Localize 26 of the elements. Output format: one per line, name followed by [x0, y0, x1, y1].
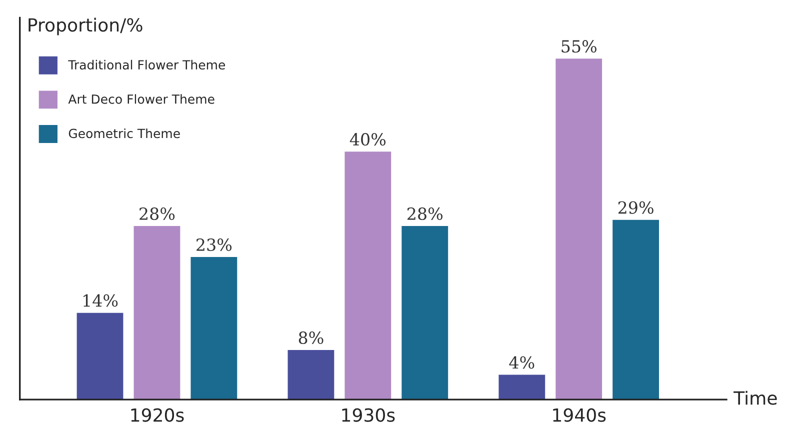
- x-tick-label: 1940s: [553, 408, 606, 422]
- data-label: 23%: [196, 238, 232, 252]
- bar: [134, 226, 180, 400]
- bar: [402, 226, 448, 400]
- bar: [190, 257, 238, 400]
- legend-label: Traditional Flower Theme: [68, 60, 225, 70]
- bar: [612, 220, 660, 400]
- bar: [344, 152, 392, 400]
- x-tick-label: 1930s: [342, 408, 395, 422]
- x-axis-title: Time: [734, 390, 777, 405]
- data-label: 55%: [562, 40, 596, 53]
- bar: [498, 374, 546, 400]
- data-label: 40%: [350, 133, 386, 146]
- bar: [556, 58, 602, 400]
- data-label: 28%: [407, 207, 442, 220]
- data-label: 8%: [298, 331, 324, 344]
- data-label: 4%: [509, 356, 534, 369]
- data-label: 29%: [618, 201, 654, 214]
- bar: [288, 350, 334, 400]
- data-label: 14%: [84, 294, 118, 307]
- legend-label: Geometric Theme: [68, 128, 180, 138]
- bar: [76, 312, 124, 400]
- x-tick-label: 1920s: [131, 408, 184, 422]
- data-label: 28%: [140, 207, 175, 220]
- y-axis-title: Proportion/%: [28, 18, 142, 36]
- legend-label: Art Deco Flower Theme: [68, 94, 214, 104]
